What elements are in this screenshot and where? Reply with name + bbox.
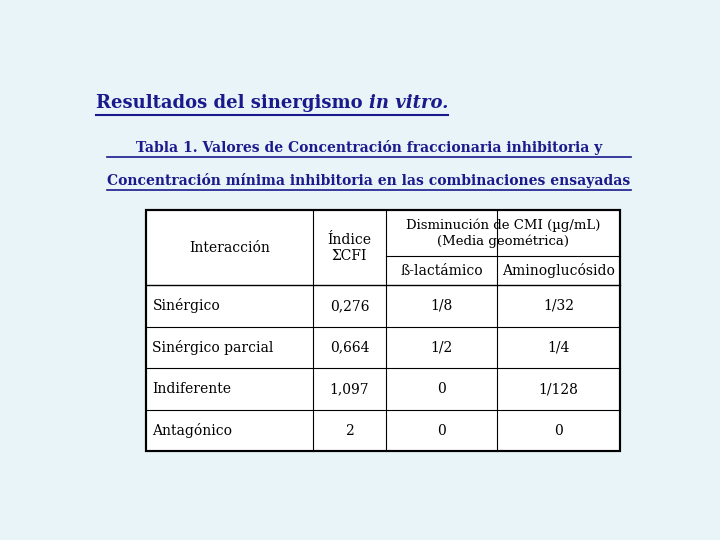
Text: 1,097: 1,097	[330, 382, 369, 396]
Text: Sinérgico parcial: Sinérgico parcial	[153, 340, 274, 355]
Text: ß-lactámico: ß-lactámico	[400, 264, 483, 278]
Text: Antagónico: Antagónico	[153, 423, 233, 438]
Text: 1/2: 1/2	[431, 341, 453, 355]
Bar	[145, 210, 620, 451]
Text: Interacción: Interacción	[189, 241, 270, 255]
Text: 0,664: 0,664	[330, 341, 369, 355]
Text: 0: 0	[437, 382, 446, 396]
Text: Concentración mínima inhibitoria en las combinaciones ensayadas: Concentración mínima inhibitoria en las …	[107, 173, 631, 188]
Text: 1/4: 1/4	[547, 341, 570, 355]
Text: Indiferente: Indiferente	[153, 382, 232, 396]
Text: Disminución de CMI (µg/mL)
(Media geométrica): Disminución de CMI (µg/mL) (Media geomét…	[406, 219, 600, 248]
Text: 1/128: 1/128	[539, 382, 579, 396]
Text: Índice
ΣCFI: Índice ΣCFI	[328, 233, 372, 263]
Text: Aminoglucósido: Aminoglucósido	[503, 263, 615, 278]
Text: Resultados del sinergismo: Resultados del sinergismo	[96, 94, 369, 112]
Text: 0: 0	[554, 424, 563, 438]
Text: Tabla 1. Valores de Concentración fraccionaria inhibitoria y: Tabla 1. Valores de Concentración fracci…	[136, 140, 602, 154]
Text: 0: 0	[437, 424, 446, 438]
Text: 1/8: 1/8	[431, 299, 453, 313]
Text: 2: 2	[345, 424, 354, 438]
Text: in vitro.: in vitro.	[369, 94, 449, 112]
Bar	[145, 210, 620, 451]
Text: 1/32: 1/32	[543, 299, 575, 313]
Text: Sinérgico: Sinérgico	[153, 299, 220, 313]
Text: 0,276: 0,276	[330, 299, 369, 313]
